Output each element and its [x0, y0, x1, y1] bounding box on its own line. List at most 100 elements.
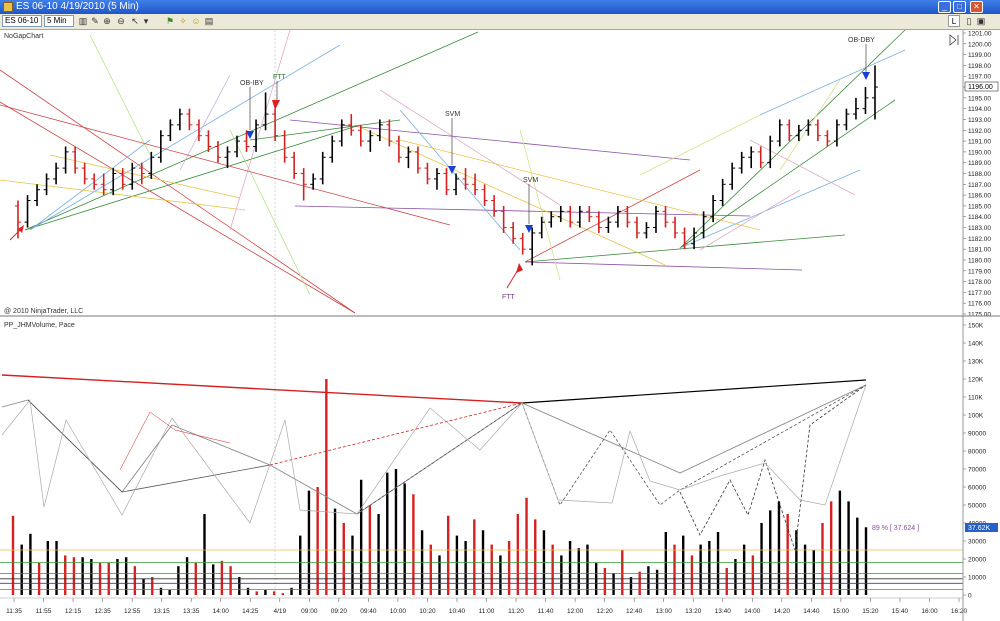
app-icon: [3, 2, 13, 12]
svg-text:FTT: FTT: [273, 74, 287, 81]
price-bar: [453, 173, 460, 196]
time-tick-label: 11:55: [36, 608, 52, 615]
trend-line: [179, 74, 231, 171]
price-bar: [205, 130, 212, 152]
time-tick-label: 13:35: [183, 608, 200, 615]
price-bar: [624, 205, 631, 228]
price-bar: [795, 124, 802, 142]
price-bar: [348, 114, 355, 136]
cursor-icon[interactable]: ↖: [131, 16, 139, 26]
trend-line: [379, 89, 561, 206]
price-tick-label: 1182.00: [968, 236, 991, 243]
price-bar: [672, 216, 679, 239]
price-bar: [195, 119, 202, 142]
trend-line: [24, 124, 361, 231]
price-bar: [319, 151, 326, 185]
volume-tick-label: 110K: [968, 395, 983, 402]
window-layout-icon[interactable]: ▣: [976, 16, 986, 26]
time-tick-label: 14:20: [774, 608, 791, 615]
time-tick-label: 11:20: [508, 608, 524, 615]
trend-line: [294, 205, 751, 217]
volume-tick-label: 120K: [968, 377, 984, 384]
title-bar: ES 06-10 4/19/2010 (5 Min) _ □ ✕: [0, 0, 1000, 14]
time-tick-label: 13:20: [685, 608, 702, 615]
trend-line: [289, 119, 691, 161]
maximize-icon[interactable]: □: [953, 1, 966, 13]
volume-tick-label: 80000: [968, 449, 986, 456]
price-bar: [272, 108, 279, 142]
price-bar: [529, 227, 536, 266]
minimize-icon[interactable]: _: [938, 1, 951, 13]
price-bar: [243, 130, 250, 152]
price-bar: [472, 173, 479, 196]
price-bar: [548, 211, 555, 228]
price-bar: [138, 162, 145, 185]
trend-line: [749, 139, 856, 196]
trend-line: [354, 124, 666, 266]
price-bar: [148, 151, 155, 179]
panel-icon[interactable]: ▯: [966, 16, 972, 26]
indicator-icon[interactable]: ✧: [179, 16, 187, 26]
time-tick-label: 10:20: [419, 608, 436, 615]
properties-icon[interactable]: ▤: [204, 16, 214, 26]
price-bar: [852, 97, 859, 120]
time-tick-label: 14:25: [242, 608, 259, 615]
price-tick-label: 1181.00: [968, 247, 991, 254]
price-volume-chart[interactable]: 1201.00 1200.00 1199.00 1198.00 1197.00 1196.…: [0, 30, 1000, 621]
price-tick-label: 1198.00: [968, 63, 991, 70]
price-bar: [310, 173, 317, 190]
strategy-icon[interactable]: ⚑: [165, 16, 175, 26]
time-tick-label: 12:20: [596, 608, 613, 615]
bars-icon[interactable]: ▥: [78, 16, 88, 26]
volume-tick-label: 60000: [968, 485, 986, 492]
trend-line: [49, 154, 241, 199]
price-bar: [62, 146, 69, 174]
pencil-icon[interactable]: ✎: [91, 16, 99, 26]
instrument-selector[interactable]: ES 06-10: [2, 15, 42, 27]
time-tick-label: 09:20: [331, 608, 348, 615]
trend-line: [699, 189, 801, 251]
price-bar: [595, 211, 602, 233]
price-bar: [281, 130, 288, 163]
trend-line: [89, 34, 151, 156]
time-tick-label: 16:20: [951, 608, 968, 615]
zoom-in-icon[interactable]: ⊕: [103, 16, 111, 26]
annotation-ftt-1: FTT: [272, 74, 287, 110]
volume-tick-label: 150K: [968, 323, 984, 330]
time-tick-label: 13:15: [154, 608, 171, 615]
dropdown-icon[interactable]: ▾: [143, 16, 149, 26]
price-bar: [91, 173, 98, 190]
close-icon[interactable]: ✕: [970, 1, 983, 13]
price-bar: [652, 205, 659, 233]
price-bar: [805, 119, 812, 136]
time-tick-label: 12:40: [626, 608, 643, 615]
time-tick-label: 09:40: [360, 608, 377, 615]
price-bar: [510, 222, 517, 244]
time-tick-label: 4/19: [273, 608, 286, 615]
trend-line: [29, 44, 341, 231]
zoom-out-icon[interactable]: ⊖: [117, 16, 125, 26]
annotation-svm-2: SVM: [523, 177, 538, 233]
window-title: ES 06-10 4/19/2010 (5 Min): [16, 1, 139, 12]
trend-line: [0, 179, 246, 211]
volume-tick-label: 70000: [968, 467, 986, 474]
scroll-end-icon[interactable]: [949, 34, 959, 46]
interval-selector[interactable]: 5 Min: [44, 15, 74, 27]
time-tick-label: 14:40: [803, 608, 820, 615]
volume-tick-label: 10000: [968, 575, 986, 582]
alert-icon[interactable]: ☺: [191, 16, 201, 26]
price-tick-label: 1179.00: [968, 268, 991, 275]
price-bar: [500, 205, 507, 233]
link-button[interactable]: L: [948, 15, 960, 27]
price-bar: [386, 119, 393, 147]
time-tick-label: 11:35: [6, 608, 22, 615]
trend-line: [519, 129, 561, 281]
time-tick-label: 10:40: [449, 608, 466, 615]
price-bar: [414, 146, 421, 174]
svg-text:SVM: SVM: [523, 177, 538, 184]
time-tick-label: 11:00: [479, 608, 495, 615]
volume-lines: [0, 374, 963, 590]
price-tick-label: 1190.00: [968, 149, 991, 156]
price-bar: [519, 232, 526, 255]
price-bar: [814, 119, 821, 142]
